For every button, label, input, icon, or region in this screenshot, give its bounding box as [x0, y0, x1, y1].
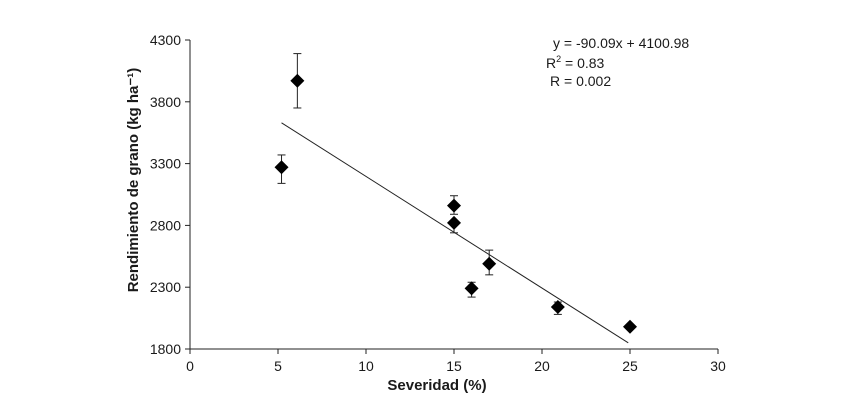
x-tick-label: 0: [186, 358, 194, 374]
x-tick-label: 10: [358, 358, 374, 374]
data-point-marker: [274, 160, 289, 175]
axes: [189, 40, 718, 350]
r-squared-value: = 0.83: [561, 55, 604, 71]
data-point-marker: [482, 256, 497, 271]
data-point-marker: [550, 299, 565, 314]
regression-equation: y = -90.09x + 4100.98: [553, 35, 689, 51]
x-tick-label: 15: [446, 358, 462, 374]
y-tick-label: 3800: [150, 94, 181, 110]
y-tick-label: 4300: [150, 32, 181, 48]
x-tick-label: 5: [274, 358, 282, 374]
data-point-marker: [447, 215, 461, 230]
y-tick-label: 3300: [150, 156, 181, 172]
y-tick-label: 2800: [150, 217, 181, 233]
data-point-marker: [464, 281, 479, 296]
x-tick-label: 30: [710, 358, 726, 374]
x-tick-label: 20: [534, 358, 550, 374]
data-point-marker: [447, 198, 461, 213]
data-point-marker: [290, 73, 305, 88]
y-ticks: 1800 2300 2800 3300 3800 4300: [150, 32, 190, 357]
data-markers: [274, 73, 637, 334]
error-bars: [277, 53, 562, 315]
y-axis-title: Rendimiento de grano (kg ha⁻¹): [125, 68, 142, 293]
x-axis-title: Severidad (%): [387, 377, 486, 394]
data-point-marker: [623, 319, 637, 334]
r-squared-superscript: 2: [556, 54, 561, 64]
x-tick-label: 25: [622, 358, 638, 374]
y-tick-label: 1800: [150, 341, 181, 357]
r-squared-label: R2 = 0.83: [546, 54, 605, 71]
x-ticks: 0 5 10 15 20 25 30: [186, 349, 726, 374]
r-value-label: R = 0.002: [550, 73, 611, 89]
y-tick-label: 2300: [150, 279, 181, 295]
r-squared-r: R: [546, 55, 556, 71]
